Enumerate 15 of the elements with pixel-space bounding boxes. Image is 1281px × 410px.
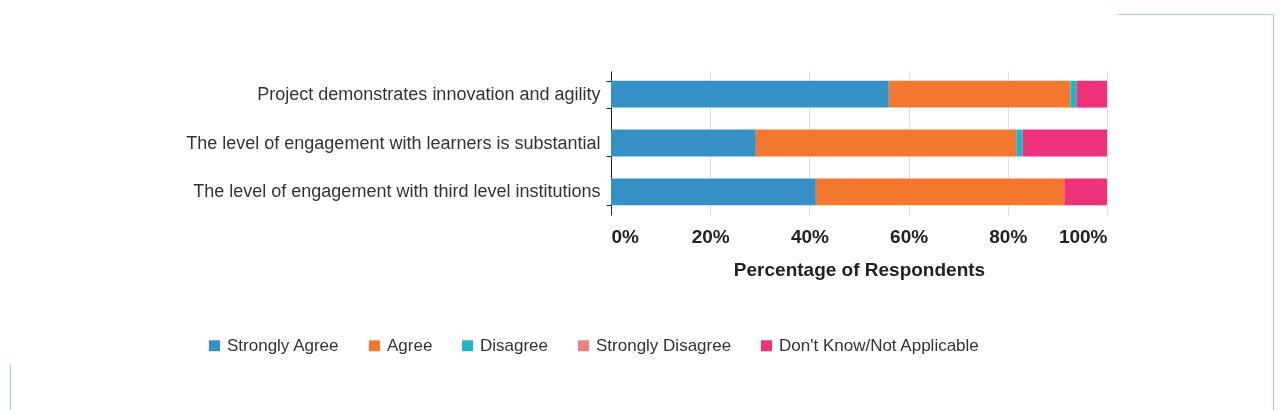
legend-label: Strongly Disagree [596,335,732,355]
y-tick-label: Project demonstrates innovation and agility [257,83,601,104]
legend-label: Don't Know/Not Applicable [779,335,979,355]
y-tick-label: The level of engagement with learners is substantial [186,132,601,153]
legend-label: Agree [387,335,433,355]
x-tick-label: 40% [790,225,830,247]
legend-label: Strongly Agree [227,335,339,355]
x-tick-label: 100% [1058,225,1108,247]
x-tick-label: 60% [890,225,929,247]
x-tick-label: 0% [611,225,640,247]
x-axis-title: Percentage of Respondents [733,258,986,280]
x-tick-label: 80% [989,225,1028,247]
legend-label: Disagree [480,335,549,355]
x-tick-label: 20% [691,225,730,247]
y-tick-label: The level of engagement with third level institutions [193,181,601,202]
